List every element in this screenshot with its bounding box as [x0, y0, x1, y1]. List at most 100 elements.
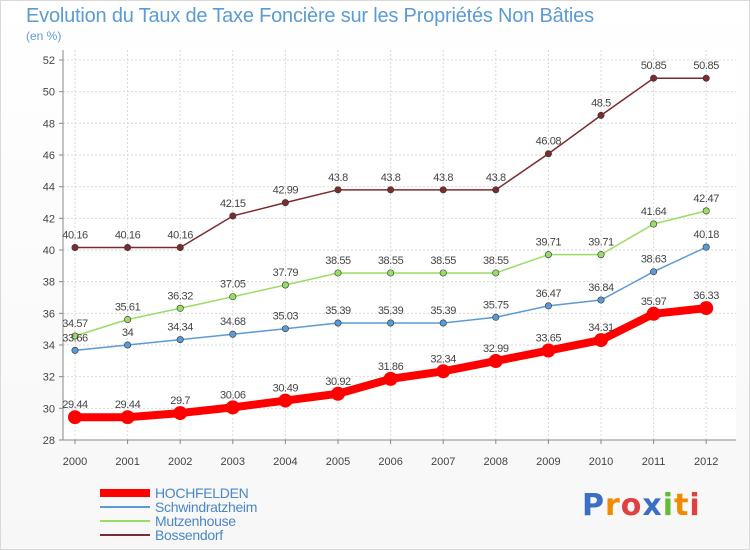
legend-swatch-hochfelden	[100, 489, 150, 497]
x-tick-label: 2011	[642, 456, 666, 468]
data-point-schwindratzheim	[492, 313, 500, 321]
data-point-schwindratzheim	[281, 325, 289, 333]
legend-label-hochfelden: HOCHFELDEN	[155, 485, 249, 501]
data-point-hochfelden	[646, 306, 661, 321]
data-point-hochfelden	[120, 410, 135, 425]
logo-letter: r	[605, 488, 621, 523]
logo-letter: x	[642, 488, 663, 523]
data-point-bossendorf	[334, 186, 342, 194]
data-label-mutzenhouse: 39.71	[536, 237, 562, 249]
data-label-hochfelden: 34.31	[588, 322, 614, 334]
data-label-schwindratzheim: 34.34	[167, 322, 193, 334]
data-point-schwindratzheim	[176, 336, 184, 344]
data-label-hochfelden: 36.33	[693, 290, 719, 302]
data-point-schwindratzheim	[702, 243, 710, 251]
y-tick-label: 30	[43, 403, 55, 415]
data-label-mutzenhouse: 38.55	[430, 255, 456, 267]
legend-swatch-mutzenhouse	[100, 520, 150, 522]
data-point-hochfelden	[68, 410, 82, 425]
data-label-hochfelden: 30.49	[273, 383, 299, 395]
data-point-bossendorf	[387, 186, 395, 194]
data-label-hochfelden: 29.7	[170, 395, 190, 407]
data-point-bossendorf	[492, 186, 500, 194]
chart-subtitle: (en %)	[26, 29, 62, 43]
legend-label-mutzenhouse: Mutzenhouse	[155, 513, 236, 529]
data-label-mutzenhouse: 37.05	[220, 279, 246, 291]
x-tick-label: 2008	[484, 456, 508, 468]
data-label-schwindratzheim: 35.03	[273, 311, 299, 323]
data-point-mutzenhouse	[281, 281, 289, 289]
data-point-bossendorf	[71, 243, 79, 251]
data-label-bossendorf: 42.99	[273, 185, 299, 197]
data-label-mutzenhouse: 37.79	[273, 267, 299, 279]
data-label-hochfelden: 33.65	[536, 333, 562, 345]
data-label-mutzenhouse: 36.32	[167, 290, 193, 302]
x-tick-label: 2009	[536, 456, 560, 468]
data-point-hochfelden	[488, 353, 503, 368]
x-tick-label: 2000	[63, 456, 87, 468]
data-label-hochfelden: 32.34	[430, 353, 456, 365]
legend-label-bossendorf: Bossendorf	[155, 527, 223, 543]
x-tick-label: 2002	[168, 456, 192, 468]
legend-item-bossendorf: Bossendorf	[100, 527, 360, 543]
logo-letter: i	[689, 488, 701, 523]
proxiti-logo: Proxiti	[582, 488, 701, 523]
data-point-schwindratzheim	[229, 330, 237, 338]
logo-letter: o	[620, 488, 643, 523]
y-tick-label: 34	[43, 340, 55, 352]
logo-letter: i	[662, 488, 675, 523]
data-label-schwindratzheim: 36.84	[588, 282, 614, 294]
data-label-schwindratzheim: 35.39	[430, 305, 456, 317]
data-label-bossendorf: 43.8	[433, 172, 453, 184]
data-point-hochfelden	[225, 400, 240, 415]
x-tick-label: 2012	[694, 456, 718, 468]
data-label-bossendorf: 43.8	[381, 172, 401, 184]
chart-title: Evolution du Taux de Taxe Foncière sur l…	[26, 5, 594, 27]
legend-swatch-bossendorf	[100, 534, 150, 536]
data-label-bossendorf: 50.85	[641, 60, 667, 72]
data-point-mutzenhouse	[334, 269, 342, 277]
data-point-hochfelden	[594, 333, 608, 348]
x-tick-label: 2007	[431, 456, 455, 468]
data-label-hochfelden: 30.92	[325, 376, 351, 388]
data-label-bossendorf: 43.8	[328, 172, 348, 184]
x-tick-label: 2006	[378, 456, 402, 468]
data-label-schwindratzheim: 35.39	[325, 305, 351, 317]
x-tick-label: 2001	[115, 456, 139, 468]
data-point-mutzenhouse	[124, 316, 132, 324]
data-point-bossendorf	[702, 74, 710, 82]
legend-swatch-schwindratzheim	[100, 506, 150, 508]
data-point-mutzenhouse	[71, 332, 79, 340]
y-tick-label: 40	[43, 245, 55, 257]
data-label-mutzenhouse: 35.61	[115, 302, 141, 314]
data-label-bossendorf: 50.85	[693, 60, 719, 72]
data-point-schwindratzheim	[597, 296, 605, 304]
data-label-bossendorf: 43.8	[486, 172, 506, 184]
data-point-bossendorf	[229, 212, 237, 220]
data-label-mutzenhouse: 38.55	[378, 255, 404, 267]
data-point-bossendorf	[597, 111, 605, 119]
logo-letter: t	[674, 488, 690, 523]
y-tick-label: 36	[43, 308, 55, 320]
legend-label-schwindratzheim: Schwindratzheim	[155, 499, 258, 515]
data-label-schwindratzheim: 34.68	[220, 316, 246, 328]
data-label-hochfelden: 29.44	[115, 399, 141, 411]
data-point-hochfelden	[173, 406, 188, 421]
data-point-schwindratzheim	[334, 319, 342, 327]
data-label-bossendorf: 40.16	[115, 229, 141, 241]
data-label-mutzenhouse: 39.71	[588, 237, 614, 249]
data-point-bossendorf	[124, 243, 132, 251]
y-tick-label: 32	[43, 372, 55, 384]
data-label-schwindratzheim: 36.47	[536, 288, 562, 300]
chart-legend: HOCHFELDEN Schwindratzheim Mutzenhouse B…	[100, 485, 360, 543]
data-point-schwindratzheim	[650, 268, 658, 276]
data-label-hochfelden: 35.97	[641, 296, 667, 308]
data-point-schwindratzheim	[387, 319, 395, 327]
data-point-bossendorf	[544, 150, 552, 158]
data-label-bossendorf: 48.5	[591, 97, 611, 109]
x-tick-label: 2005	[326, 456, 350, 468]
legend-item-schwindratzheim: Schwindratzheim	[100, 499, 360, 515]
y-tick-label: 50	[43, 87, 55, 99]
data-point-mutzenhouse	[176, 304, 184, 312]
